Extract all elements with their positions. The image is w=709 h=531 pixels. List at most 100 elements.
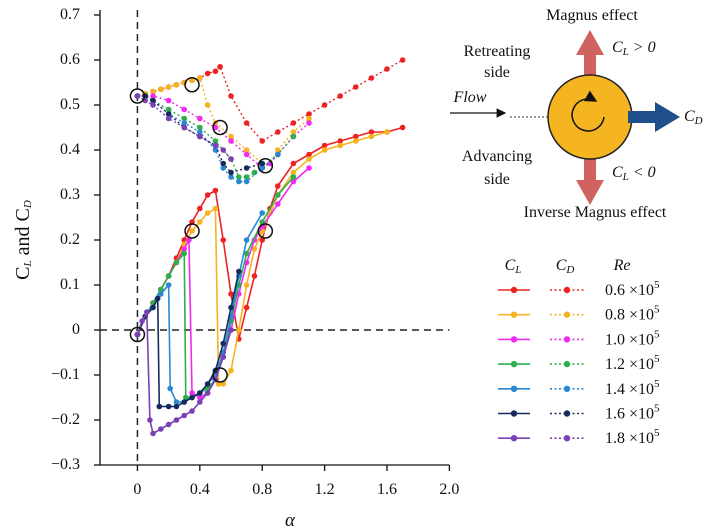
cd-point bbox=[212, 68, 219, 75]
legend-label: 1.4 ×105 bbox=[605, 377, 660, 397]
flow-label: Flow bbox=[453, 89, 487, 106]
cl-point bbox=[306, 151, 312, 158]
cd-point bbox=[337, 93, 344, 99]
cd-line bbox=[137, 95, 263, 174]
cl-point bbox=[158, 286, 164, 293]
lift-arrow-down bbox=[576, 155, 604, 205]
cl-point bbox=[290, 160, 297, 167]
cd-point bbox=[353, 84, 359, 90]
legend-label: 1.2 ×105 bbox=[605, 353, 660, 373]
cl-point bbox=[173, 417, 180, 423]
cl-point bbox=[186, 237, 192, 243]
cd-point bbox=[228, 169, 234, 176]
cd-point bbox=[181, 124, 188, 131]
cd-point bbox=[158, 86, 164, 93]
cd-point bbox=[275, 151, 281, 158]
x-tick-label: 1.2 bbox=[315, 481, 335, 498]
cd-point bbox=[150, 93, 156, 99]
cl-point bbox=[228, 304, 234, 311]
x-tick-label: 0 bbox=[133, 481, 141, 498]
cylinder bbox=[547, 74, 633, 160]
x-tick-label: 2.0 bbox=[439, 481, 459, 498]
cd-point bbox=[368, 75, 375, 81]
cd-point bbox=[220, 165, 227, 171]
cl-point bbox=[173, 403, 180, 410]
cl-point bbox=[150, 304, 156, 311]
cl-point bbox=[143, 309, 150, 315]
cl-line bbox=[136, 126, 403, 340]
cl-point bbox=[181, 250, 188, 257]
cl-point bbox=[197, 399, 203, 405]
lift-negative-label: CL < 0 bbox=[612, 164, 656, 183]
y-tick-label: 0.7 bbox=[60, 6, 80, 23]
cd-point bbox=[134, 93, 141, 99]
legend-cd-dot bbox=[563, 360, 571, 368]
cd-point bbox=[197, 129, 203, 135]
cl-point bbox=[353, 133, 359, 140]
cl-point bbox=[139, 318, 145, 324]
cd-point bbox=[212, 124, 219, 131]
cd-point bbox=[165, 115, 172, 122]
legend-cd-dot bbox=[563, 435, 571, 442]
cd-point bbox=[384, 66, 390, 72]
cl-point bbox=[197, 219, 203, 225]
cd-point bbox=[243, 147, 250, 153]
x-tick-label: 0.4 bbox=[190, 481, 210, 498]
cl-point bbox=[337, 142, 344, 149]
cd-point bbox=[189, 77, 195, 84]
cl-point bbox=[275, 201, 281, 207]
retreating-label: side bbox=[484, 64, 510, 81]
y-tick-label: 0.2 bbox=[60, 231, 80, 248]
legend-label: 1.8 ×105 bbox=[605, 427, 660, 447]
legend-cd-dot bbox=[563, 286, 571, 294]
cd-point bbox=[150, 97, 156, 104]
cd-point bbox=[212, 142, 219, 149]
cl-point bbox=[182, 394, 189, 401]
legend-cd-dot bbox=[563, 410, 571, 417]
lift-positive-label: CL > 0 bbox=[612, 39, 656, 58]
legend-cl-dot bbox=[510, 410, 518, 417]
drag-arrow bbox=[628, 102, 680, 132]
cl-point bbox=[306, 156, 312, 162]
highlight-marker bbox=[212, 119, 228, 136]
cd-line bbox=[137, 59, 403, 142]
cd-point bbox=[165, 106, 172, 113]
cl-point bbox=[236, 327, 242, 333]
advancing-label: side bbox=[484, 171, 510, 188]
cl-point bbox=[321, 142, 328, 149]
cl-point bbox=[243, 304, 250, 311]
cl-point bbox=[243, 250, 250, 257]
cd-point bbox=[181, 106, 188, 113]
cl-point bbox=[290, 169, 297, 176]
cl-point bbox=[189, 390, 195, 396]
x-tick-label: 0.8 bbox=[252, 481, 272, 498]
cl-point bbox=[220, 340, 227, 347]
cl-point bbox=[158, 426, 164, 432]
cd-point bbox=[197, 133, 203, 140]
cl-point bbox=[275, 183, 281, 189]
cd-point bbox=[220, 147, 227, 153]
legend-header: CD bbox=[556, 257, 575, 276]
cd-point bbox=[197, 75, 203, 81]
cd-point bbox=[181, 120, 188, 126]
x-tick-label: 1.6 bbox=[377, 481, 397, 498]
cl-point bbox=[228, 327, 234, 333]
cl-point bbox=[275, 192, 281, 198]
cl-point bbox=[154, 295, 161, 302]
y-tick-label: 0.3 bbox=[60, 186, 80, 203]
cl-point bbox=[259, 237, 266, 243]
legend-cl-dot bbox=[510, 286, 518, 294]
cd-point bbox=[220, 160, 227, 167]
legend-label: 0.8 ×105 bbox=[605, 303, 660, 323]
cl-point bbox=[212, 205, 219, 212]
cd-point bbox=[275, 129, 281, 135]
cl-point bbox=[181, 399, 188, 405]
cd-point bbox=[306, 120, 312, 126]
cd-point bbox=[228, 138, 234, 144]
cd-point bbox=[217, 63, 223, 70]
legend-cd-dot bbox=[563, 311, 571, 318]
cl-point bbox=[228, 291, 234, 297]
y-tick-label: 0.5 bbox=[60, 96, 80, 113]
inverse-label: Inverse Magnus effect bbox=[524, 204, 667, 221]
